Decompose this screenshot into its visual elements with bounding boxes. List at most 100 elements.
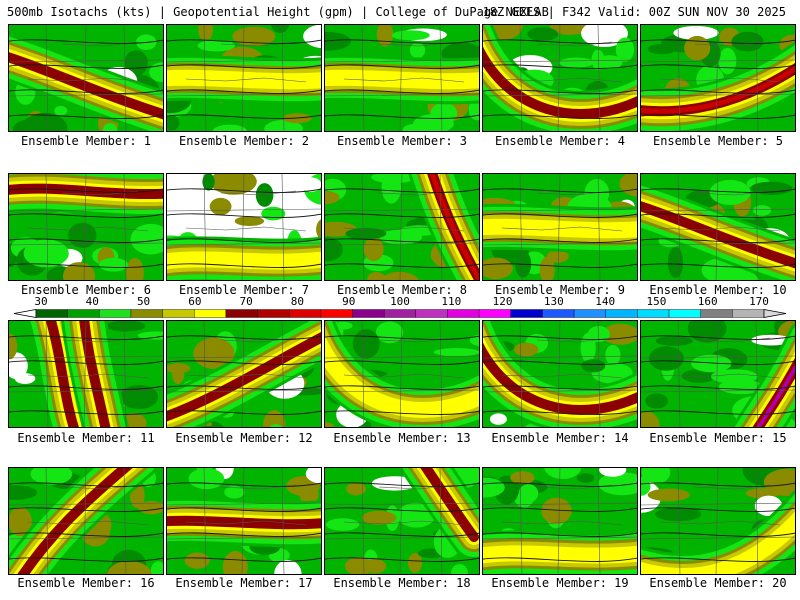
ensemble-member-map [482,467,638,575]
colorbar-segment [225,309,258,318]
wind-speed-colorbar [13,309,787,318]
ensemble-member-map [482,320,638,428]
colorbar-tick: 130 [543,295,564,308]
isotach-map [640,467,796,575]
isotach-map [482,24,638,132]
isotach-map [166,320,322,428]
ensemble-member-label: Ensemble Member: 18 [333,576,471,590]
ensemble-member-map [166,320,322,428]
colorbar-segment [668,309,701,318]
colorbar-tick: 50 [136,295,151,308]
isotach-map [8,173,164,281]
ensemble-member-label: Ensemble Member: 11 [17,431,155,445]
colorbar-tick: 80 [290,295,305,308]
map-title: 500mb Isotachs (kts) | Geopotential Heig… [7,5,549,19]
ensemble-member-label: Ensemble Member: 3 [336,134,468,148]
isotach-map [166,24,322,132]
colorbar-tick: 160 [697,295,718,308]
isotach-map [482,320,638,428]
colorbar-segment [383,309,417,318]
colorbar-tick-labels: 30 40 50 60 70 80 90 100 110 120 130 140 150 160 170 [0,296,800,308]
ensemble-member-map [324,320,480,428]
colorbar-tick: 100 [390,295,410,308]
colorbar-tick: 30 [34,295,48,308]
ensemble-member-map [8,24,164,132]
isotach-map [166,173,322,281]
colorbar-tick: 60 [188,295,202,308]
colorbar-segment [257,309,290,318]
ensemble-member-map [482,173,638,281]
isotach-map [8,467,164,575]
ensemble-member-label: Ensemble Member: 15 [649,431,787,445]
ensemble-member-label: Ensemble Member: 10 [649,283,787,297]
isotach-map [324,467,480,575]
model-run-info: 18Z GEFS | F342 Valid: 00Z SUN NOV 30 20… [482,5,786,19]
map-header: 500mb Isotachs (kts) | Geopotential Heig… [0,0,800,24]
isotach-map [640,320,796,428]
ensemble-member-map [166,173,322,281]
ensemble-member-label: Ensemble Member: 5 [652,134,784,148]
ensemble-member-map [640,320,796,428]
colorbar-high-arrow [763,309,787,318]
colorbar-segment [194,309,227,318]
colorbar-segment [605,309,638,318]
ensemble-member-label: Ensemble Member: 6 [20,283,152,297]
isotach-map [324,24,480,132]
ensemble-member-label: Ensemble Member: 16 [17,576,155,590]
colorbar-segment [162,309,195,318]
ensemble-member-label: Ensemble Member: 2 [178,134,310,148]
ensemble-member-map [8,467,164,575]
colorbar-tick: 110 [441,295,462,308]
colorbar-segment [130,309,163,318]
colorbar-segment [320,309,353,318]
ensemble-member-label: Ensemble Member: 13 [333,431,471,445]
ensemble-member-label: Ensemble Member: 1 [20,134,152,148]
ensemble-member-label: Ensemble Member: 12 [175,431,313,445]
ensemble-member-map [482,24,638,132]
colorbar-segment [352,309,385,318]
colorbar-tick: 150 [646,295,667,308]
colorbar-segment [573,309,606,318]
colorbar-tick: 40 [85,295,99,308]
ensemble-member-map [324,24,480,132]
ensemble-member-map [640,467,796,575]
colorbar-tick: 120 [492,295,513,308]
colorbar-tick: 90 [342,295,356,308]
colorbar-segment [637,309,670,318]
colorbar-low-arrow [13,309,37,318]
ensemble-member-label: Ensemble Member: 4 [494,134,626,148]
isotach-map [166,467,322,575]
ensemble-member-label: Ensemble Member: 8 [336,283,468,297]
colorbar-segment [415,309,448,318]
ensemble-member-map [8,320,164,428]
ensemble-member-label: Ensemble Member: 7 [178,283,310,297]
isotach-map [324,320,480,428]
colorbar-segment [510,309,543,318]
colorbar-segment [542,309,575,318]
isotach-map [482,467,638,575]
colorbar-tick: 70 [239,295,253,308]
colorbar-segment [35,309,68,318]
ensemble-member-label: Ensemble Member: 17 [175,576,313,590]
isotach-map [8,24,164,132]
isotach-map [324,173,480,281]
colorbar-segment [67,309,100,318]
colorbar-segment [289,309,322,318]
colorbar-tick: 170 [749,295,769,308]
ensemble-member-map [640,173,796,281]
isotach-map [482,173,638,281]
colorbar-segment [478,309,511,318]
colorbar-segment [700,309,733,318]
isotach-map [8,320,164,428]
isotach-map [640,24,796,132]
colorbar-tick: 140 [595,295,616,308]
ensemble-member-map [640,24,796,132]
ensemble-member-map [324,173,480,281]
ensemble-member-label: Ensemble Member: 19 [491,576,629,590]
ensemble-member-map [8,173,164,281]
ensemble-member-map [166,24,322,132]
colorbar-segment [732,309,765,318]
colorbar-segment [447,309,480,318]
colorbar-segment [99,309,132,318]
ensemble-member-map [324,467,480,575]
